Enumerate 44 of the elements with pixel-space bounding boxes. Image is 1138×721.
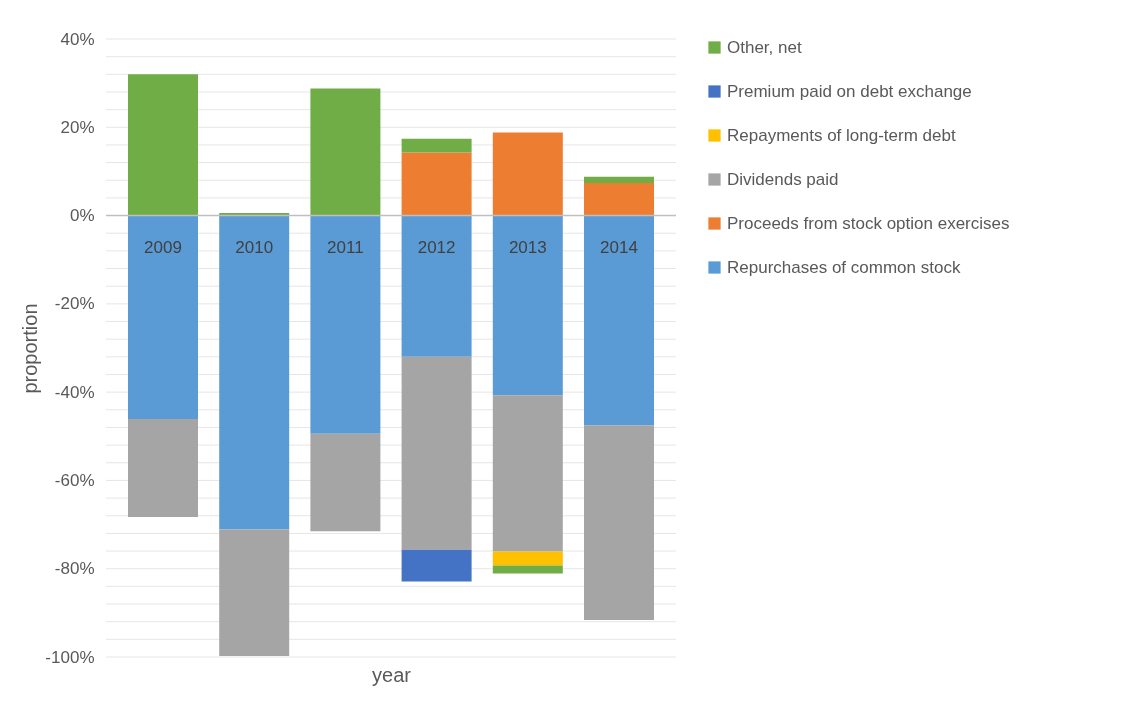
- bar: [219, 215, 290, 530]
- bar: [401, 215, 472, 357]
- bar: [128, 215, 198, 420]
- y-tick-label: -60%: [54, 470, 95, 490]
- x-tick-label: 2014: [600, 237, 638, 257]
- legend-label: Repayments of long-term debt: [727, 125, 956, 145]
- bar: [128, 74, 198, 216]
- bar: [492, 395, 563, 552]
- bar: [310, 88, 381, 216]
- bar: [401, 356, 472, 550]
- bar: [492, 215, 563, 396]
- legend-label: Repurchases of common stock: [727, 257, 961, 277]
- bar: [310, 215, 381, 434]
- legend-label: Other, net: [727, 37, 802, 57]
- bar: [584, 182, 654, 216]
- legend-label: Premium paid on debt exchange: [727, 81, 972, 101]
- legend-label: Dividends paid: [727, 169, 839, 189]
- bar: [584, 425, 654, 620]
- bar: [492, 565, 563, 574]
- y-axis-title: proportion: [19, 303, 42, 394]
- bar: [584, 215, 654, 426]
- bar: [492, 551, 563, 566]
- bar: [310, 433, 381, 532]
- y-tick-label: -100%: [45, 647, 95, 667]
- x-tick-label: 2012: [417, 237, 456, 257]
- x-tick-label: 2010: [235, 237, 274, 257]
- bar: [401, 138, 472, 153]
- y-tick-label: 0%: [69, 206, 95, 226]
- x-axis-title: year: [372, 663, 412, 686]
- x-tick-label: 2011: [327, 237, 364, 257]
- y-tick-label: 20%: [60, 117, 95, 137]
- bar: [219, 529, 290, 657]
- bar: [401, 152, 472, 216]
- bar: [401, 549, 472, 582]
- legend-label: Proceeds from stock option exercises: [727, 213, 1010, 233]
- x-tick-label: 2013: [508, 237, 547, 257]
- bar: [584, 176, 654, 183]
- y-tick-label: -20%: [54, 294, 95, 314]
- x-tick-label: 2009: [144, 237, 182, 257]
- y-tick-label: 40%: [60, 29, 95, 49]
- y-tick-label: -40%: [54, 382, 95, 402]
- y-tick-label: -80%: [54, 559, 95, 579]
- bar: [128, 419, 198, 518]
- bar: [492, 132, 563, 216]
